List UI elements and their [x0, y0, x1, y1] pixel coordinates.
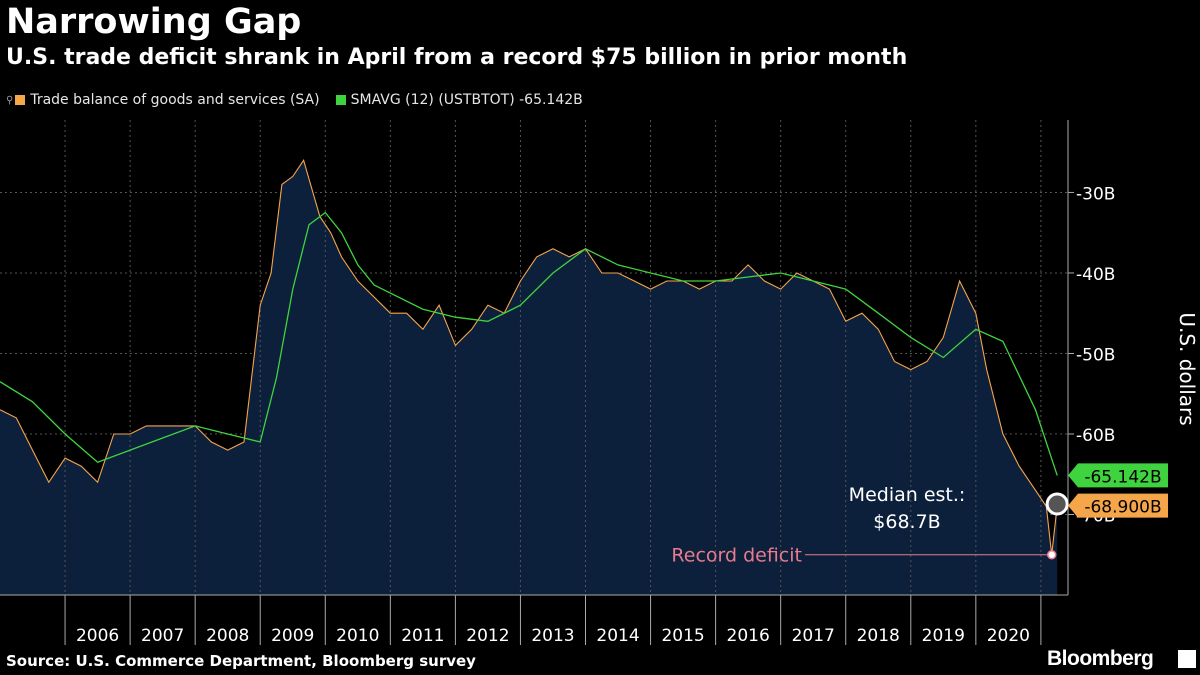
x-tick-label: 2013 — [531, 626, 574, 646]
x-tick-label: 2014 — [596, 626, 639, 646]
legend-item-smavg[interactable]: SMAVG (12) (USTBTOT) -65.142B — [335, 92, 583, 108]
trade-last-value-badge: -68.900B — [1068, 493, 1168, 518]
x-tick-label: 2007 — [141, 626, 184, 646]
median-estimate-value: $68.7B — [873, 511, 940, 533]
y-tick-label: -30B — [1076, 184, 1115, 204]
x-axis-ticks: 2006 2007 2008 2009 2010 2011 2012 2013 2014 2015… — [64, 595, 1042, 646]
record-deficit-marker — [1046, 549, 1057, 560]
record-deficit-label: Record deficit — [671, 545, 802, 567]
trade-balance-area — [0, 160, 1058, 596]
x-tick-label: 2020 — [987, 626, 1030, 646]
source-note: Source: U.S. Commerce Department, Bloomb… — [6, 652, 476, 670]
legend-label-smavg: SMAVG (12) (USTBTOT) -65.142B — [350, 92, 583, 108]
smavg-last-value-badge-text: -65.142B — [1084, 467, 1161, 487]
y-axis-label: U.S. dollars — [1175, 312, 1199, 425]
x-tick-label: 2010 — [336, 626, 379, 646]
chart-title: Narrowing Gap — [6, 2, 302, 42]
x-tick-label: 2018 — [857, 626, 900, 646]
y-axis-label-text: U.S. dollars — [1175, 312, 1199, 425]
legend: ⚲ Trade balance of goods and services (S… — [6, 92, 599, 108]
last-value-badges: -65.142B -68.900B — [1068, 463, 1168, 518]
x-tick-label: 2012 — [466, 626, 509, 646]
x-tick-label: 2008 — [206, 626, 249, 646]
x-tick-label: 2019 — [922, 626, 965, 646]
legend-item-trade-balance[interactable]: ⚲ Trade balance of goods and services (S… — [6, 92, 320, 108]
legend-label-trade-balance: Trade balance of goods and services (SA) — [30, 92, 320, 108]
legend-swatch-trade-balance — [15, 95, 26, 105]
y-tick-label: -60B — [1076, 426, 1115, 446]
smavg-last-value-badge-shape — [1068, 463, 1168, 488]
y-axis-ticks: -30B-40B-50B-60B-70B — [1068, 184, 1115, 526]
pin-icon: ⚲ — [6, 94, 14, 106]
smavg-last-value-badge: -65.142B — [1068, 463, 1168, 488]
chart-subtitle: U.S. trade deficit shrank in April from … — [6, 45, 908, 70]
x-tick-label: 2011 — [401, 626, 444, 646]
x-tick-label: 2017 — [792, 626, 835, 646]
x-tick-label: 2006 — [76, 626, 119, 646]
trade-last-value-badge-text: -68.900B — [1084, 498, 1161, 518]
bloomberg-logo: Bloomberg — [1047, 647, 1154, 670]
median-estimate-label: Median est.: — [849, 484, 966, 506]
trade-last-value-badge-shape — [1068, 493, 1168, 518]
annotations: Median est.: $68.7B Record deficit — [671, 484, 1069, 567]
legend-swatch-smavg — [335, 95, 346, 105]
smavg-line — [0, 211, 1058, 476]
y-tick-label: -50B — [1076, 345, 1115, 365]
vertical-gridlines — [64, 120, 1042, 595]
bloomberg-mark-icon — [1178, 650, 1196, 668]
median-estimate-marker — [1045, 492, 1069, 516]
x-tick-label: 2015 — [661, 626, 704, 646]
trade-balance-line — [0, 159, 1058, 555]
y-tick-label: -40B — [1076, 265, 1115, 285]
x-tick-label: 2009 — [271, 626, 314, 646]
x-tick-label: 2016 — [727, 626, 770, 646]
